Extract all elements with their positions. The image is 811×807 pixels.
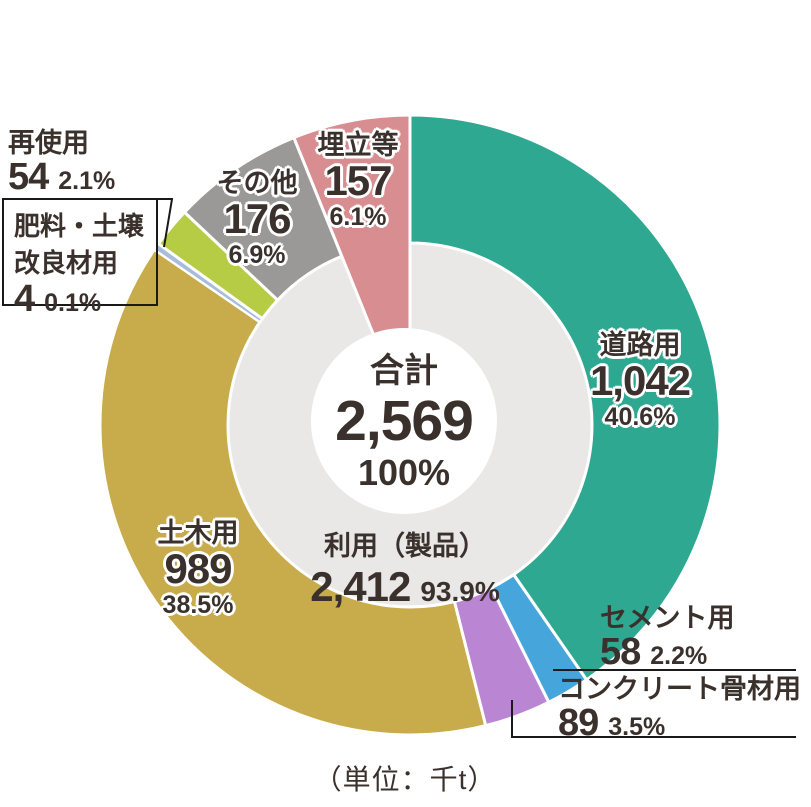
total-value: 2,569 [335, 389, 474, 453]
segment-name: 土木用 [157, 518, 239, 548]
segment-percent: 0.1% [44, 289, 102, 317]
segment-label-cement: セメント用 58 2.2% [600, 603, 810, 672]
total-percent: 100% [357, 451, 451, 493]
segment-name: セメント用 [600, 603, 735, 633]
leader-line-fertilizer [158, 198, 174, 248]
segment-value: 989 [164, 545, 232, 593]
pie-segment-0 [408, 113, 722, 682]
center-white-circle [311, 328, 497, 514]
total-label: 合計 [370, 352, 438, 390]
segment-percent: 2.1% [58, 167, 116, 196]
center-total-block: 合計 2,569 100% [304, 343, 504, 494]
segment-percent: 6.9% [228, 241, 286, 270]
segment-label-landfill: 埋立等 157 6.1% [288, 130, 428, 231]
utilized-label: 利用（製品） [324, 531, 486, 561]
segment-value: 176 [223, 195, 291, 243]
segment-name: 肥料・土壌改良材用 [14, 211, 145, 278]
segment-value: 54 [8, 156, 49, 199]
segment-value: 89 [558, 702, 599, 745]
segment-label-reuse: 再使用 54 2.1% [8, 128, 188, 197]
segment-label-fertilizer-box: 肥料・土壌改良材用 4 0.1% [2, 198, 158, 318]
segment-percent: 38.5% [162, 591, 234, 620]
segment-label-concrete: コンクリート骨材用 89 3.5% [558, 674, 811, 743]
segment-name: 再使用 [8, 128, 89, 158]
leader-lines [158, 198, 796, 738]
segment-label-civil: 土木用 989 38.5% [128, 518, 268, 619]
utilized-value: 2,412 [310, 563, 411, 610]
leader-line-concrete [511, 700, 796, 738]
segment-percent: 2.2% [650, 642, 708, 671]
segment-label-other: その他 176 6.9% [187, 168, 327, 269]
segment-value: 1,042 [589, 357, 691, 405]
utilized-percent: 93.9% [420, 576, 500, 607]
segment-percent: 40.6% [604, 403, 676, 432]
segment-value: 4 [14, 278, 35, 320]
segment-label-road: 道路用 1,042 40.6% [565, 330, 715, 431]
utilized-block: 利用（製品） 2,412 93.9% [270, 524, 540, 611]
pie-segment-3 [98, 247, 488, 737]
segment-value: 58 [600, 631, 641, 674]
segment-name: 道路用 [599, 330, 681, 360]
segment-name: 埋立等 [317, 130, 399, 160]
unit-caption: （単位：千t） [313, 764, 497, 795]
segment-value: 157 [324, 157, 392, 205]
segment-name: コンクリート骨材用 [558, 674, 801, 704]
segment-percent: 3.5% [608, 713, 666, 742]
segment-name: その他 [216, 168, 298, 198]
segment-percent: 6.1% [329, 203, 387, 232]
